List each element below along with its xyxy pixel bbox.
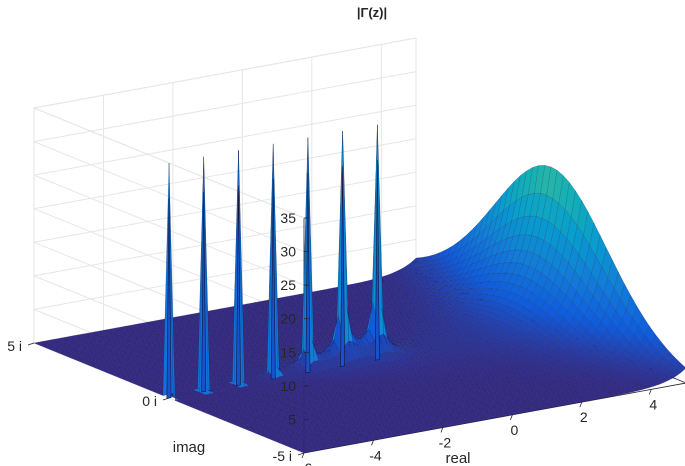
y-tick-label: 5 i <box>7 338 22 354</box>
x-tick <box>510 414 513 420</box>
grid-line <box>33 205 417 277</box>
pole-spike <box>305 172 311 374</box>
surface <box>33 124 685 454</box>
y-tick <box>297 452 305 456</box>
y-tick-label: 0 i <box>142 393 157 409</box>
z-tick-label: 5 <box>288 411 296 427</box>
x-tick-label: 2 <box>580 409 588 425</box>
z-tick-label: 10 <box>280 378 296 394</box>
x-tick <box>648 389 652 395</box>
grid-line <box>33 138 417 210</box>
axis-line <box>33 37 417 109</box>
z-tick-label: 20 <box>280 311 296 327</box>
x-tick-label: 0 <box>511 422 519 438</box>
x-axis-label: real <box>445 450 470 466</box>
x-tick <box>371 440 374 446</box>
x-tick-label: -2 <box>439 435 452 451</box>
ticks: 5 10 15 20 25 30 35 -6 -4 -2 0 2 4 -5 i 0 i 5 i <box>7 210 657 466</box>
x-tick <box>579 401 583 408</box>
z-tick-label: 15 <box>280 344 296 360</box>
z-tick-label: 35 <box>280 210 296 226</box>
grid-line <box>33 71 417 143</box>
y-tick <box>162 397 170 401</box>
x-tick-label: -6 <box>300 460 313 466</box>
y-tick <box>27 342 35 346</box>
pole-spike <box>201 191 207 393</box>
pole-spike <box>340 166 346 367</box>
x-tick-label: 4 <box>649 396 657 412</box>
x-tick <box>301 452 305 459</box>
x-tick <box>440 427 444 433</box>
grid-line <box>33 238 417 310</box>
pole-spike <box>236 185 241 387</box>
y-tick-label: -5 i <box>273 448 292 464</box>
pole-spike <box>270 179 276 380</box>
x-tick-label: -4 <box>369 447 382 463</box>
grid-line <box>33 171 417 243</box>
chart-title: |Γ(z)| <box>357 5 387 20</box>
z-tick-label: 25 <box>280 277 296 293</box>
pole-spike <box>374 160 380 361</box>
z-tick-label: 30 <box>280 244 296 260</box>
grid-line <box>33 104 417 176</box>
y-axis-label: imag <box>173 439 206 456</box>
